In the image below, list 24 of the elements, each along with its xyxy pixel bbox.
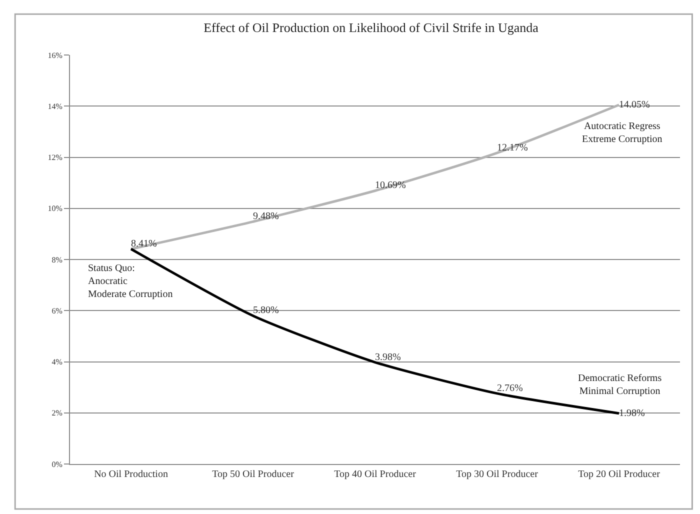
- y-tick-label: 4%: [52, 358, 63, 367]
- y-tick-label: 0%: [52, 460, 63, 469]
- y-tick-label: 12%: [48, 153, 63, 162]
- data-label: 3.98%: [375, 352, 401, 363]
- x-tick-label: Top 50 Oil Producer: [212, 469, 295, 480]
- y-tick-label: 10%: [48, 204, 63, 214]
- y-tick-label: 6%: [52, 306, 63, 316]
- data-label: 2.76%: [497, 382, 523, 394]
- y-tick-label: 2%: [52, 408, 63, 418]
- data-label: 12.17%: [497, 142, 528, 154]
- x-tick-label: Top 30 Oil Producer: [456, 469, 539, 480]
- data-label: 10.69%: [375, 180, 406, 192]
- annotation: Autocratic Regress Extreme Corruption: [582, 121, 662, 145]
- data-label: 9.48%: [253, 211, 279, 222]
- x-tick-label: Top 20 Oil Producer: [578, 469, 661, 480]
- annotation: Status Quo: Anocratic Moderate Corruption: [88, 263, 173, 300]
- x-tick-label: Top 40 Oil Producer: [334, 469, 417, 480]
- y-tick-label: 14%: [48, 102, 63, 111]
- y-tick-label: 8%: [52, 255, 63, 264]
- chart-title: Effect of Oil Production on Likelihood of Civil Strife in Uganda: [204, 20, 539, 36]
- y-tick-label: 16%: [48, 50, 63, 60]
- annotation: Democratic Reforms Minimal Corruption: [578, 373, 662, 397]
- x-tick-label: No Oil Production: [94, 469, 168, 480]
- data-label: 8.41%: [131, 238, 157, 250]
